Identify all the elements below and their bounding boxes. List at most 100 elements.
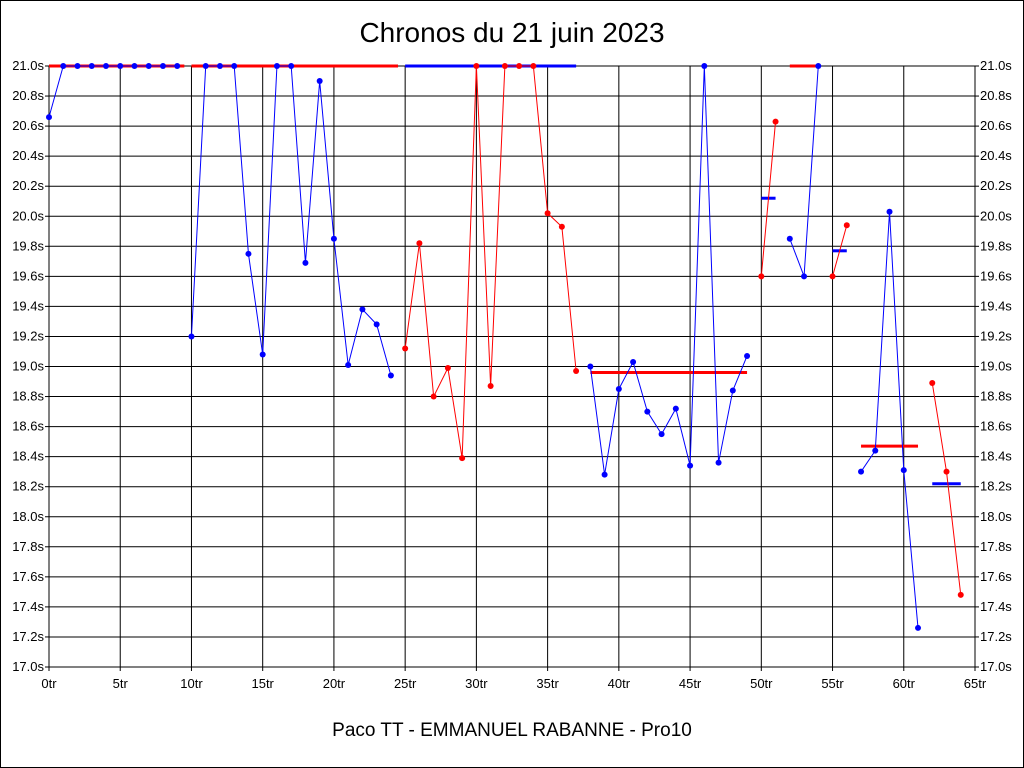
data-point — [373, 321, 380, 328]
data-point — [501, 63, 508, 69]
data-point — [729, 387, 736, 394]
series-line — [832, 225, 848, 277]
series-line — [789, 65, 819, 277]
data-point — [829, 273, 836, 280]
data-point — [60, 63, 67, 69]
y-tick-label-right: 20.2s — [980, 178, 1012, 193]
series-line — [190, 65, 392, 376]
data-point — [715, 459, 722, 466]
data-point — [786, 235, 793, 242]
data-point — [815, 63, 822, 69]
x-tick-label: 65tr — [964, 676, 987, 691]
data-point — [259, 351, 266, 358]
grid — [48, 65, 976, 668]
data-point — [587, 363, 594, 370]
data-point — [929, 380, 936, 387]
y-tick-label-left: 18.6s — [12, 419, 44, 434]
data-point — [473, 63, 480, 69]
data-point — [801, 273, 808, 280]
y-tick-label-right: 17.4s — [980, 599, 1012, 614]
data-point — [202, 63, 209, 69]
y-tick-label-right: 18.8s — [980, 389, 1012, 404]
data-point — [46, 114, 52, 121]
y-tick-label-left: 19.6s — [12, 268, 44, 283]
y-tick-label-left: 17.8s — [12, 539, 44, 554]
data-point — [687, 462, 694, 469]
y-tick-label-right: 20.8s — [980, 88, 1012, 103]
y-tick-label-right: 19.8s — [980, 238, 1012, 253]
data-point — [872, 447, 879, 454]
x-tick-label: 60tr — [893, 676, 916, 691]
data-point — [915, 624, 922, 631]
y-tick-label-right: 17.2s — [980, 629, 1012, 644]
y-tick-label-right: 20.6s — [980, 118, 1012, 133]
x-tick-label: 15tr — [251, 676, 274, 691]
data-point — [644, 408, 651, 415]
data-point — [288, 63, 295, 69]
data-point — [102, 63, 109, 69]
y-tick-label-right: 20.0s — [980, 208, 1012, 223]
y-tick-label-right: 17.6s — [980, 569, 1012, 584]
data-point — [487, 383, 494, 390]
data-point — [245, 250, 252, 257]
x-axis-label: Paco TT - EMMANUEL RABANNE - Pro10 — [332, 720, 692, 741]
data-point — [772, 118, 779, 125]
y-tick-label-right: 19.4s — [980, 298, 1012, 313]
series-line — [589, 65, 748, 475]
data-point — [630, 358, 637, 365]
data-point — [231, 63, 238, 69]
data-point — [88, 63, 95, 69]
axis-ticks: 17.0s 17.0s 17.2s 17.2s 17.4s 17.4s 17.6s 17.6s… — [12, 58, 1012, 691]
y-tick-label-left: 17.0s — [12, 659, 44, 674]
data-point — [444, 365, 451, 372]
data-point — [145, 63, 152, 69]
data-point — [316, 78, 323, 85]
data-point — [359, 306, 366, 313]
y-tick-label-left: 17.6s — [12, 569, 44, 584]
y-tick-label-left: 18.8s — [12, 389, 44, 404]
y-tick-label-left: 18.0s — [12, 509, 44, 524]
x-tick-label: 20tr — [323, 676, 346, 691]
data-point — [345, 361, 352, 368]
data-point — [430, 393, 437, 400]
y-tick-label-left: 20.6s — [12, 118, 44, 133]
data-point — [615, 386, 622, 393]
data-point — [744, 352, 751, 359]
data-point — [216, 63, 223, 69]
series-line — [860, 211, 919, 628]
y-tick-label-left: 19.4s — [12, 298, 44, 313]
data-point — [459, 455, 466, 462]
series-line — [48, 65, 178, 118]
data-point — [544, 210, 551, 217]
y-tick-label-left: 18.4s — [12, 449, 44, 464]
series-line — [931, 382, 962, 595]
y-tick-label-right: 18.0s — [980, 509, 1012, 524]
data-point — [74, 63, 81, 69]
y-tick-label-left: 17.4s — [12, 599, 44, 614]
data-point — [516, 63, 523, 69]
y-tick-label-right: 20.4s — [980, 148, 1012, 163]
y-tick-label-left: 20.8s — [12, 88, 44, 103]
data-point — [174, 63, 181, 69]
y-tick-label-right: 18.4s — [980, 449, 1012, 464]
data-point — [302, 259, 309, 266]
data-point — [658, 431, 665, 438]
data-point — [943, 468, 950, 475]
y-tick-label-right: 19.0s — [980, 359, 1012, 374]
data-point — [886, 208, 893, 215]
y-tick-label-left: 19.0s — [12, 359, 44, 374]
data-point — [273, 63, 280, 69]
data-point — [858, 468, 865, 475]
chart-title: Chronos du 21 juin 2023 — [359, 17, 665, 48]
data-point — [843, 222, 850, 229]
series — [46, 63, 964, 631]
data-point — [117, 63, 124, 69]
y-tick-label-left: 18.2s — [12, 479, 44, 494]
x-tick-label: 30tr — [465, 676, 488, 691]
x-tick-label: 50tr — [750, 676, 773, 691]
data-point — [900, 467, 907, 474]
y-tick-label-left: 20.0s — [12, 208, 44, 223]
x-tick-label: 25tr — [394, 676, 417, 691]
data-point — [387, 372, 394, 379]
y-tick-label-left: 17.2s — [12, 629, 44, 644]
